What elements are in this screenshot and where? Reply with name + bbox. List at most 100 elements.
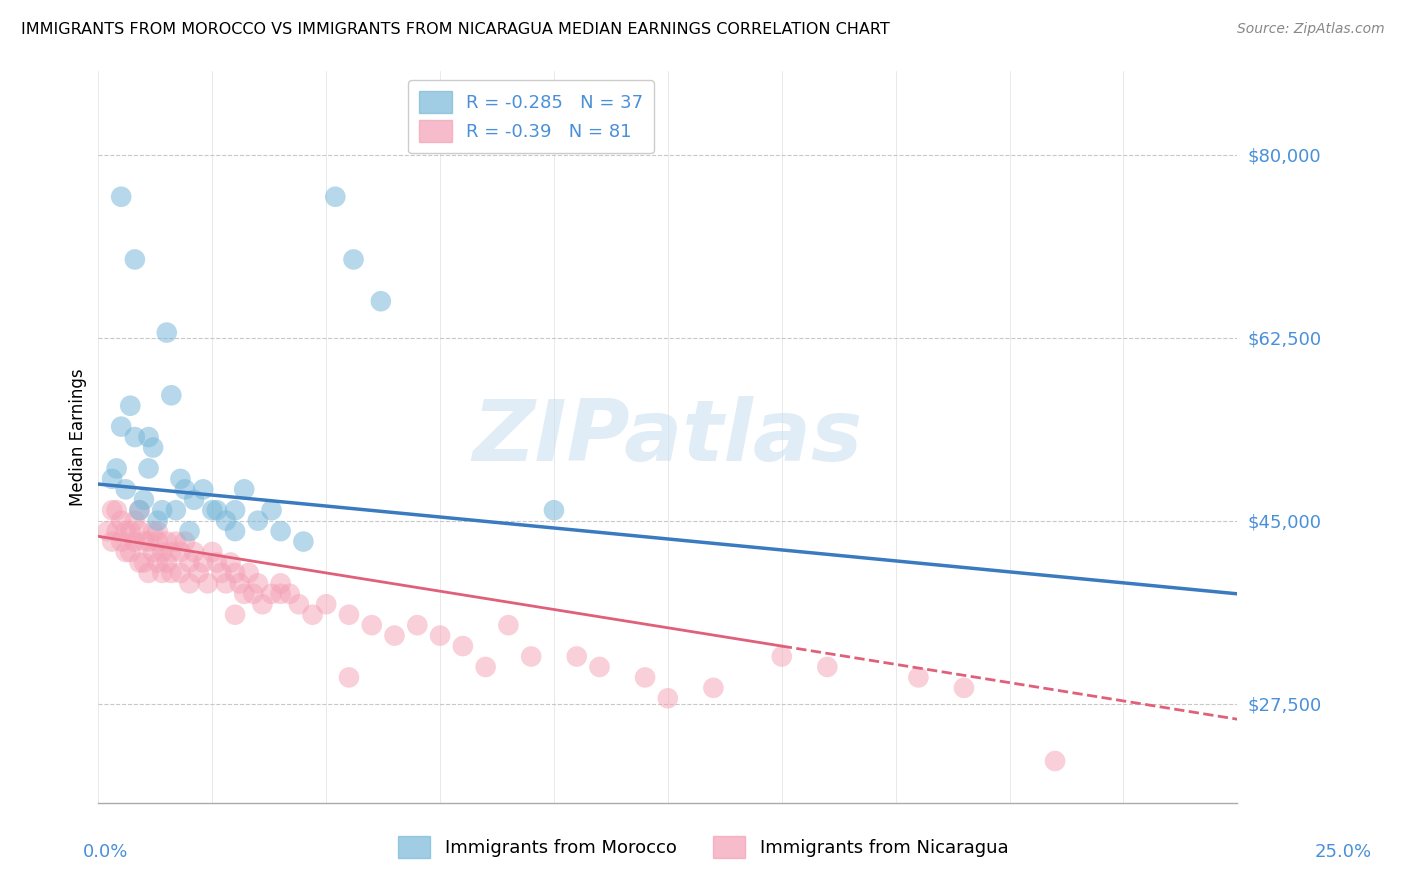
Point xyxy=(124,514,146,528)
Point xyxy=(183,545,205,559)
Point xyxy=(224,524,246,538)
Point xyxy=(128,524,150,538)
Point xyxy=(110,190,132,204)
Point xyxy=(146,514,169,528)
Point xyxy=(543,503,565,517)
Point xyxy=(953,681,976,695)
Point xyxy=(160,388,183,402)
Point xyxy=(101,472,124,486)
Point xyxy=(120,524,142,538)
Point xyxy=(634,670,657,684)
Point xyxy=(110,419,132,434)
Point xyxy=(429,629,451,643)
Point xyxy=(169,472,191,486)
Legend: R = -0.285   N = 37, R = -0.39   N = 81: R = -0.285 N = 37, R = -0.39 N = 81 xyxy=(408,80,654,153)
Point xyxy=(260,587,283,601)
Point xyxy=(138,566,160,580)
Point xyxy=(150,545,173,559)
Point xyxy=(142,524,165,538)
Point xyxy=(588,660,610,674)
Point xyxy=(209,566,232,580)
Point xyxy=(260,503,283,517)
Point xyxy=(105,461,128,475)
Point xyxy=(301,607,323,622)
Point xyxy=(337,670,360,684)
Point xyxy=(270,576,292,591)
Point xyxy=(156,556,179,570)
Point xyxy=(101,503,124,517)
Point xyxy=(201,503,224,517)
Point xyxy=(270,587,292,601)
Point xyxy=(174,483,197,497)
Point xyxy=(160,566,183,580)
Point xyxy=(242,587,264,601)
Point xyxy=(101,534,124,549)
Point xyxy=(233,587,256,601)
Point xyxy=(323,190,346,204)
Point xyxy=(246,576,269,591)
Point xyxy=(124,252,146,267)
Point xyxy=(156,534,179,549)
Point xyxy=(815,660,838,674)
Point xyxy=(179,576,201,591)
Point xyxy=(224,503,246,517)
Point xyxy=(114,524,136,538)
Point xyxy=(128,556,150,570)
Point xyxy=(193,483,215,497)
Point xyxy=(215,576,238,591)
Point xyxy=(156,326,179,340)
Point xyxy=(169,545,191,559)
Point xyxy=(150,503,173,517)
Point xyxy=(138,430,160,444)
Point xyxy=(165,534,187,549)
Point xyxy=(179,524,201,538)
Point xyxy=(278,587,301,601)
Point xyxy=(124,430,146,444)
Point xyxy=(110,514,132,528)
Point xyxy=(120,545,142,559)
Point xyxy=(96,524,118,538)
Point xyxy=(233,483,256,497)
Point xyxy=(132,556,155,570)
Point xyxy=(150,566,173,580)
Point xyxy=(146,534,169,549)
Point xyxy=(201,545,224,559)
Point xyxy=(120,399,142,413)
Point xyxy=(114,545,136,559)
Point xyxy=(224,607,246,622)
Point xyxy=(406,618,429,632)
Point xyxy=(360,618,382,632)
Text: Source: ZipAtlas.com: Source: ZipAtlas.com xyxy=(1237,22,1385,37)
Point xyxy=(128,503,150,517)
Point xyxy=(657,691,679,706)
Point xyxy=(146,524,169,538)
Point xyxy=(174,534,197,549)
Point xyxy=(205,503,228,517)
Point xyxy=(105,503,128,517)
Point xyxy=(337,607,360,622)
Point xyxy=(252,597,274,611)
Text: 0.0%: 0.0% xyxy=(83,843,128,861)
Point xyxy=(498,618,520,632)
Point xyxy=(238,566,260,580)
Point xyxy=(197,576,219,591)
Point xyxy=(228,576,250,591)
Point xyxy=(105,524,128,538)
Point xyxy=(565,649,588,664)
Point xyxy=(169,566,191,580)
Point xyxy=(1043,754,1066,768)
Point xyxy=(520,649,543,664)
Point xyxy=(142,545,165,559)
Point xyxy=(160,545,183,559)
Point xyxy=(193,556,215,570)
Point xyxy=(451,639,474,653)
Point xyxy=(292,534,315,549)
Point xyxy=(146,556,169,570)
Point xyxy=(132,534,155,549)
Point xyxy=(110,534,132,549)
Point xyxy=(270,524,292,538)
Text: IMMIGRANTS FROM MOROCCO VS IMMIGRANTS FROM NICARAGUA MEDIAN EARNINGS CORRELATION: IMMIGRANTS FROM MOROCCO VS IMMIGRANTS FR… xyxy=(21,22,890,37)
Text: 25.0%: 25.0% xyxy=(1315,843,1371,861)
Point xyxy=(138,461,160,475)
Point xyxy=(132,492,155,507)
